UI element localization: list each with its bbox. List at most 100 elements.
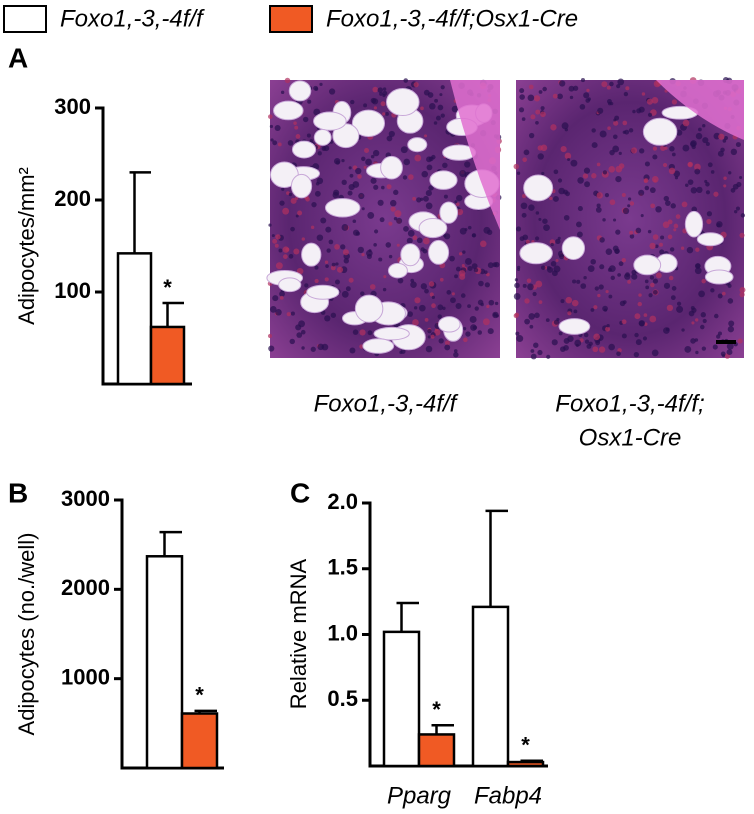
cell — [596, 162, 601, 167]
cell — [454, 200, 458, 204]
cell — [723, 176, 727, 180]
cell — [325, 226, 332, 233]
cell — [348, 166, 352, 170]
fat-cell — [428, 239, 450, 265]
cell — [607, 126, 611, 130]
cell — [328, 239, 334, 245]
cell — [655, 272, 662, 279]
cell — [665, 327, 670, 332]
cell — [559, 80, 566, 87]
cell — [535, 109, 541, 115]
cell — [388, 254, 393, 259]
cell — [521, 117, 526, 121]
cell — [268, 223, 272, 227]
cell — [286, 312, 291, 317]
image-caption: Foxo1,-3,-4f/f — [314, 390, 459, 417]
cell — [440, 85, 445, 90]
cell — [650, 203, 656, 209]
cell — [269, 306, 277, 313]
x-tick-label: Pparg — [387, 782, 452, 809]
cell — [347, 190, 353, 196]
cell — [427, 329, 432, 334]
cell — [629, 230, 634, 235]
cell — [314, 87, 319, 91]
cell — [462, 326, 467, 331]
cell — [437, 104, 444, 111]
cell — [583, 332, 589, 338]
cell — [270, 138, 274, 142]
cell — [671, 286, 677, 291]
cell — [295, 214, 299, 218]
cell — [450, 297, 456, 304]
cell — [416, 197, 422, 203]
cell — [343, 258, 350, 264]
cell — [428, 281, 435, 287]
cell — [310, 225, 315, 230]
cell — [553, 265, 561, 273]
cell — [331, 262, 336, 267]
cell — [575, 221, 582, 228]
significance-mark: * — [432, 697, 441, 722]
cell — [438, 338, 444, 344]
cell — [352, 219, 357, 224]
cell — [580, 283, 587, 289]
cell — [545, 318, 550, 323]
cell — [629, 234, 635, 239]
cell — [590, 308, 595, 312]
legend-label: Foxo1,-3,-4f/f — [60, 5, 205, 32]
cell — [576, 231, 583, 238]
cell — [368, 249, 372, 253]
cell — [690, 338, 696, 344]
cell — [314, 278, 319, 284]
cell — [647, 112, 653, 117]
cell — [597, 293, 601, 298]
cell — [349, 173, 354, 178]
cell — [513, 163, 520, 170]
cell — [516, 335, 524, 343]
cell — [573, 309, 578, 314]
cell — [599, 264, 605, 270]
cell — [623, 91, 629, 97]
cell — [727, 283, 732, 288]
cell — [615, 175, 622, 183]
cell — [694, 338, 699, 342]
cell — [267, 333, 273, 339]
cell — [716, 223, 721, 228]
cell — [342, 249, 349, 256]
cell — [350, 99, 355, 105]
cell — [627, 204, 631, 208]
cell — [336, 266, 344, 273]
cell — [618, 151, 622, 155]
cell — [326, 248, 331, 253]
cell — [642, 336, 648, 341]
cell — [367, 211, 375, 219]
cell — [282, 207, 290, 215]
cell — [723, 184, 727, 188]
cell — [385, 242, 392, 248]
cell — [560, 146, 567, 153]
cell — [319, 82, 323, 87]
cell — [615, 165, 623, 173]
cell — [431, 295, 435, 300]
cell — [477, 330, 483, 335]
cell — [639, 148, 645, 154]
cell — [558, 253, 565, 260]
cell — [665, 200, 671, 206]
cell — [420, 283, 428, 290]
cell — [534, 312, 540, 319]
significance-mark: * — [521, 733, 530, 758]
cell — [583, 167, 591, 174]
cell — [349, 347, 356, 354]
cell — [698, 290, 705, 298]
cell — [377, 199, 384, 206]
cell — [705, 190, 711, 195]
fat-cell — [385, 88, 420, 117]
cell — [334, 279, 340, 285]
cell — [385, 112, 389, 116]
cell — [427, 335, 431, 339]
cell — [617, 273, 621, 277]
cell — [274, 243, 279, 248]
cell — [590, 259, 596, 265]
cell — [688, 310, 695, 317]
cell — [274, 125, 281, 132]
